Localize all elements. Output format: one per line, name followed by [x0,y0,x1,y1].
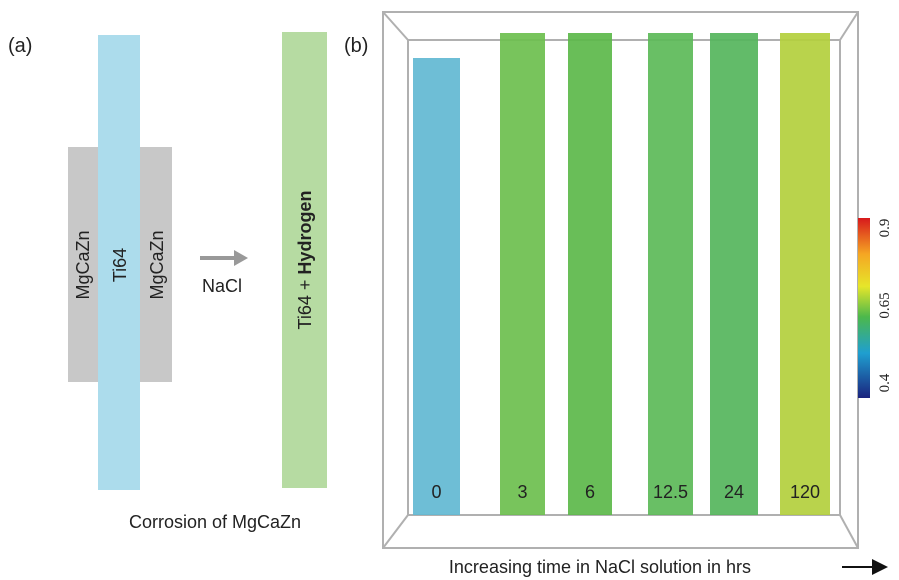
sample-bar [710,33,758,515]
sample-label: 120 [790,482,820,502]
panel-label: (a) [8,35,32,57]
layer-label: MgCaZn [73,230,93,299]
sample-bar [500,33,545,515]
arrow-label: NaCl [202,276,242,296]
arrowhead [234,250,248,266]
samples: 0 3 6 12.5 24 120 [413,33,830,515]
colorbar-tick-label: 0.4 [877,373,893,392]
colorbar [858,218,870,398]
figure: (a) MgCaZn Ti64 MgCaZn NaCl Ti64 + Hydro… [0,0,899,580]
sample-label: 0 [431,482,441,502]
product-label: Ti64 + Hydrogen [295,191,315,330]
sample-label: 12.5 [653,482,688,502]
colorbar-ticks: 0.9 0.65 0.4 [877,219,893,393]
product-bold: Hydrogen [295,191,315,275]
colorbar-tick-label: 0.65 [877,292,893,318]
sample-label: 3 [517,482,527,502]
sample-bar [648,33,693,515]
panel-label: (b) [344,35,368,57]
page: {"panel_a": {"label": "(a)", "left_layer… [0,0,899,580]
sample-bar [413,58,460,515]
product-text: Ti64 + [295,280,315,330]
sample-bar [780,33,830,515]
layer-label: Ti64 [110,248,130,282]
caption: Corrosion of MgCaZn [129,512,301,532]
colorbar-tick-label: 0.9 [877,219,893,238]
sample-label: 6 [585,482,595,502]
sample-bar [568,33,612,515]
layer-label: MgCaZn [147,230,167,299]
sample-label: 24 [724,482,744,502]
caption: Increasing time in NaCl solution in hrs [449,557,751,577]
